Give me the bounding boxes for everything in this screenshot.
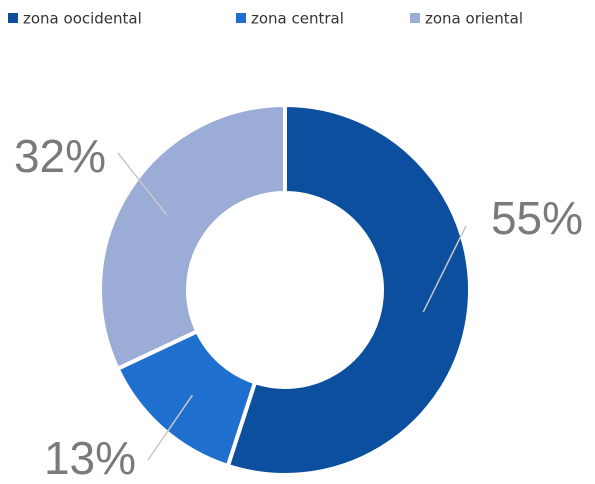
data-label: 13%	[44, 432, 136, 484]
legend-label: zona oocidental	[23, 10, 142, 28]
leader-line	[147, 394, 194, 461]
leader-line	[422, 225, 467, 313]
legend-label: zona oriental	[425, 10, 523, 28]
data-label: 32%	[14, 130, 106, 182]
donut-slice	[225, 102, 472, 477]
donut-slice	[98, 102, 287, 372]
legend-label: zona central	[251, 10, 344, 28]
legend-swatch	[236, 13, 246, 23]
data-label: 55%	[491, 192, 583, 244]
leader-line	[117, 152, 168, 216]
legend-swatch	[410, 13, 420, 23]
legend-swatch	[8, 13, 18, 23]
